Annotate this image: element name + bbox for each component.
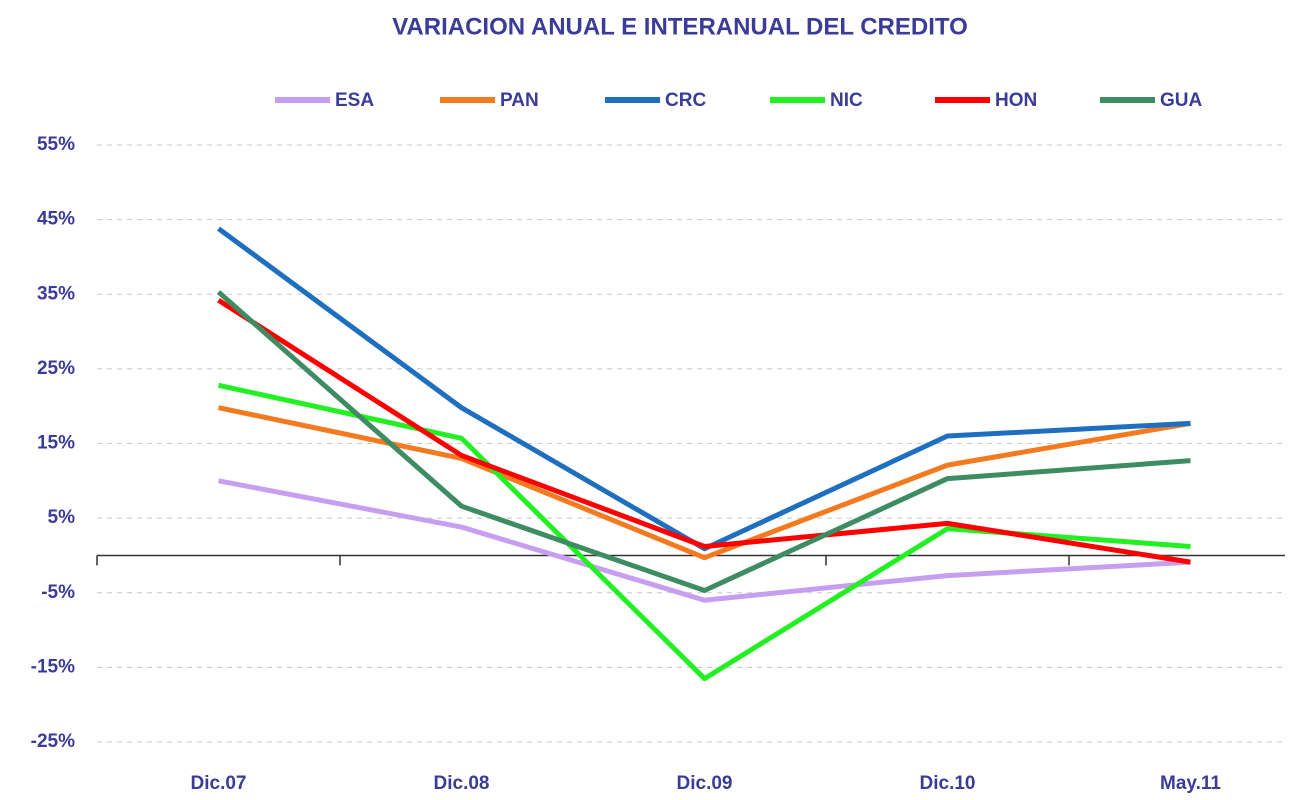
legend-label: NIC: [830, 90, 863, 111]
y-tick-label: -15%: [31, 656, 75, 677]
legend-label: CRC: [665, 90, 706, 111]
x-tick-label: Dic.09: [677, 773, 733, 794]
x-tick-label: Dic.07: [191, 773, 247, 794]
series-line: [217, 405, 1191, 561]
y-tick-label: 5%: [48, 507, 76, 528]
x-tick-label: Dic.10: [920, 773, 976, 794]
series-line: [218, 478, 1191, 603]
y-tick-label: 55%: [37, 134, 75, 155]
y-tick-label: 35%: [37, 283, 75, 304]
y-tick-label: 45%: [37, 209, 75, 230]
y-tick-label: 15%: [37, 433, 75, 454]
x-tick-label: Dic.08: [434, 773, 490, 794]
series-line: [217, 298, 1191, 565]
legend-label: PAN: [500, 90, 539, 111]
series-line: [217, 226, 1191, 552]
y-tick-label: -5%: [41, 582, 75, 603]
chart-title: VARIACION ANUAL E INTERANUAL DEL CREDITO: [392, 13, 968, 40]
series-line: [216, 290, 1191, 594]
x-tick-label: May.11: [1160, 773, 1221, 794]
legend-label: HON: [995, 90, 1037, 111]
y-tick-label: 25%: [37, 358, 75, 379]
legend-label: GUA: [1160, 90, 1203, 111]
y-tick-label: -25%: [31, 731, 75, 752]
legend-label: ESA: [335, 90, 374, 111]
